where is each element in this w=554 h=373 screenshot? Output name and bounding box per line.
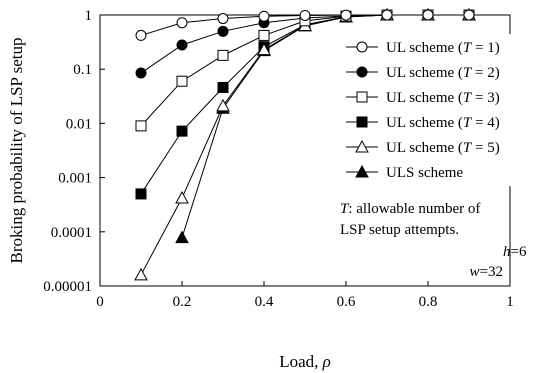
y-tick-label: 1 xyxy=(85,8,93,24)
series-1-points xyxy=(135,9,475,41)
x-tick-label: 0.8 xyxy=(419,294,438,310)
legend-label: ULS scheme xyxy=(386,165,463,181)
legend-background xyxy=(338,34,528,186)
y-tick-label: 0.0001 xyxy=(51,225,92,241)
data-point xyxy=(176,17,188,29)
data-point xyxy=(135,188,147,200)
data-point xyxy=(176,125,188,137)
x-axis-title-text: Load, xyxy=(279,352,322,371)
param-w: w=32 xyxy=(470,264,503,280)
legend-entry-4: UL scheme (T = 4) xyxy=(346,115,500,131)
legend-marker xyxy=(356,91,368,103)
x-axis-title-symbol: ρ xyxy=(322,352,331,371)
annotation-line-1: T: allowable number of xyxy=(340,201,480,217)
x-tick-label: 0.6 xyxy=(337,294,356,310)
data-point xyxy=(176,39,188,51)
legend-marker xyxy=(356,41,368,53)
data-point xyxy=(340,9,352,21)
data-point xyxy=(217,25,229,37)
data-point xyxy=(216,98,230,112)
x-tick-label: 0.2 xyxy=(173,294,192,310)
x-axis-title: Load, ρ xyxy=(279,352,331,371)
x-tick-label: 0 xyxy=(96,294,104,310)
legend-label: UL scheme (T = 4) xyxy=(386,115,500,131)
y-axis-title: Broking probability of LSP setup xyxy=(7,37,26,263)
data-point xyxy=(175,190,189,204)
legend-entry-3: UL scheme (T = 3) xyxy=(346,90,500,106)
param-w-var: w xyxy=(470,264,480,280)
y-tick-label: 0.00001 xyxy=(43,279,92,295)
legend-label: UL scheme (T = 2) xyxy=(386,65,500,81)
legend-label: UL scheme (T = 1) xyxy=(386,40,500,56)
y-tick-label: 0.01 xyxy=(66,116,92,132)
y-axis-ticks: 1 0.1 0.01 0.001 0.0001 0.00001 xyxy=(43,8,105,295)
x-axis-ticks: 0 0.2 0.4 0.6 0.8 1 xyxy=(96,281,514,310)
data-point xyxy=(258,29,270,41)
legend-marker xyxy=(355,139,369,153)
data-point xyxy=(135,120,147,132)
data-point xyxy=(217,13,229,25)
data-point xyxy=(134,267,148,281)
param-h-val: =6 xyxy=(511,244,527,260)
legend-marker xyxy=(355,164,369,178)
data-point xyxy=(217,49,229,61)
data-point xyxy=(381,9,393,21)
x-tick-label: 0.4 xyxy=(255,294,274,310)
legend-entry-5: UL scheme (T = 5) xyxy=(346,139,500,156)
legend-entry-1: UL scheme (T = 1) xyxy=(346,40,500,56)
data-point xyxy=(176,75,188,87)
data-point xyxy=(217,81,229,93)
legend-entry-2: UL scheme (T = 2) xyxy=(346,65,500,81)
legend-label: UL scheme (T = 5) xyxy=(386,140,500,156)
series-layer xyxy=(134,7,476,281)
y-tick-label: 0.001 xyxy=(58,171,92,187)
annotation-line-1-rest: : allowable number of xyxy=(348,201,480,217)
param-h-var: h xyxy=(503,244,511,260)
legend: UL scheme (T = 1) UL scheme (T = 2) UL sch… xyxy=(338,34,528,186)
data-point xyxy=(258,10,270,22)
data-point xyxy=(422,9,434,21)
legend-label: UL scheme (T = 3) xyxy=(386,90,500,106)
data-point xyxy=(135,67,147,79)
legend-entry-6: ULS scheme xyxy=(346,164,463,181)
annotation-var: T xyxy=(340,201,350,217)
data-point xyxy=(299,9,311,21)
annotation-line-2: LSP setup attempts. xyxy=(340,222,459,238)
legend-marker xyxy=(356,116,368,128)
series-6 xyxy=(181,14,469,238)
series-line xyxy=(181,14,469,238)
x-tick-label: 1 xyxy=(506,294,514,310)
data-point xyxy=(463,9,475,21)
legend-marker xyxy=(356,66,368,78)
data-point xyxy=(175,230,189,244)
data-point xyxy=(135,29,147,41)
param-h: h=6 xyxy=(503,244,527,260)
y-tick-label: 0.1 xyxy=(73,62,92,78)
param-w-val: =32 xyxy=(480,264,503,280)
data-point xyxy=(257,42,271,56)
